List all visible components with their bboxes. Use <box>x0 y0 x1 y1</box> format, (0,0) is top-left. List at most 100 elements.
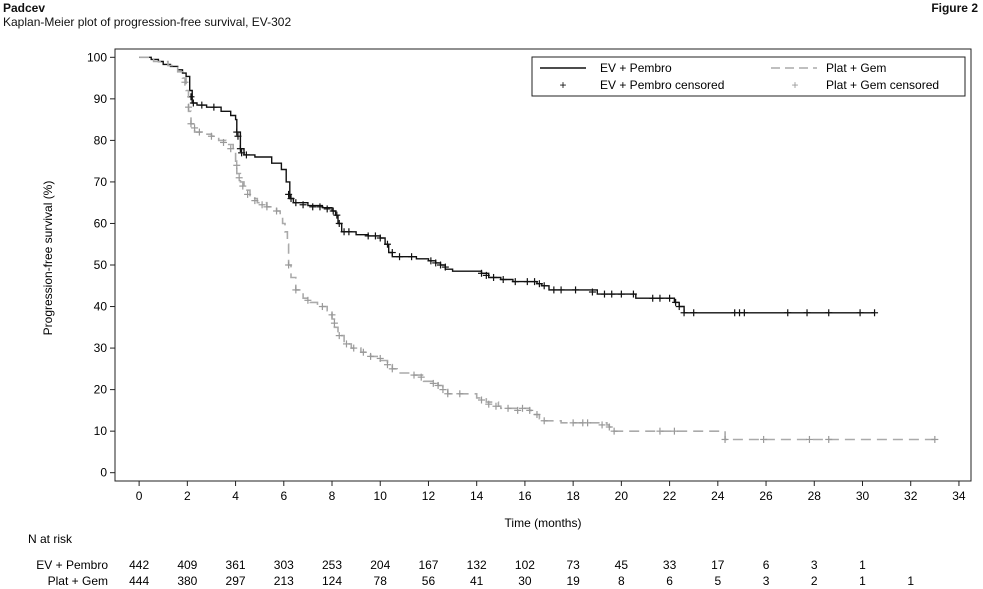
censor-mark-ev-pembro-23 <box>376 234 384 242</box>
censor-mark-ev-pembro-32 <box>478 269 486 277</box>
risk-value-r1-t0: 444 <box>129 574 149 588</box>
censor-mark-ev-pembro-17 <box>333 211 341 219</box>
censor-mark-ev-pembro-37 <box>523 278 531 286</box>
censor-mark-ev-pembro-46 <box>608 290 616 298</box>
censor-mark-ev-pembro-63 <box>871 309 879 317</box>
x-tick-label-14: 14 <box>470 489 484 503</box>
x-tick-label-2: 2 <box>184 489 191 503</box>
censor-mark-plat-gem-49 <box>598 421 606 429</box>
censor-mark-plat-gem-6 <box>220 138 228 146</box>
risk-value-r1-t32: 1 <box>907 574 914 588</box>
censor-mark-ev-pembro-43 <box>572 286 580 294</box>
censor-mark-plat-gem-26 <box>367 352 375 360</box>
risk-value-r1-t16: 30 <box>518 574 532 588</box>
risk-value-r1-t22: 6 <box>666 574 673 588</box>
risk-value-r0-t22: 33 <box>663 558 677 572</box>
censor-mark-plat-gem-44 <box>533 411 541 419</box>
censor-mark-ev-pembro-61 <box>825 309 833 317</box>
y-axis: 0 10 20 30 40 50 60 70 80 90 100 <box>87 50 115 480</box>
x-tick-label-32: 32 <box>904 489 918 503</box>
censor-mark-plat-gem-12 <box>251 197 259 205</box>
censor-mark-ev-pembro-39 <box>535 280 543 288</box>
censor-mark-plat-gem-43 <box>526 406 534 414</box>
censor-mark-plat-gem-2 <box>187 120 195 128</box>
x-tick-label-4: 4 <box>232 489 239 503</box>
legend-censor-marker-plat-gem: + <box>791 78 798 92</box>
y-tick-label-100: 100 <box>87 50 107 64</box>
risk-value-r1-t30: 1 <box>859 574 866 588</box>
x-tick-label-22: 22 <box>663 489 677 503</box>
x-tick-label-0: 0 <box>136 489 143 503</box>
censor-mark-ev-pembro-9 <box>285 190 293 198</box>
censor-mark-plat-gem-21 <box>330 319 338 327</box>
censor-mark-plat-gem-5 <box>207 132 215 140</box>
censor-mark-plat-gem-4 <box>195 128 203 136</box>
censor-mark-ev-pembro-35 <box>499 276 507 284</box>
censor-mark-plat-gem-19 <box>318 303 326 311</box>
censor-mark-plat-gem-40 <box>504 404 512 412</box>
censor-mark-ev-pembro-24 <box>383 240 391 248</box>
censor-mark-plat-gem-7 <box>227 145 235 153</box>
censor-mark-ev-pembro-27 <box>408 253 416 261</box>
censor-mark-plat-gem-58 <box>931 435 939 443</box>
censor-mark-ev-pembro-7 <box>238 149 246 157</box>
legend-censor-marker-ev-pembro: + <box>559 78 566 92</box>
censor-mark-plat-gem-39 <box>492 402 500 410</box>
censor-mark-ev-pembro-50 <box>656 294 664 302</box>
censor-mark-ev-pembro-6 <box>236 145 244 153</box>
y-tick-label-20: 20 <box>94 383 108 397</box>
risk-value-r1-t18: 19 <box>566 574 580 588</box>
y-tick-label-10: 10 <box>94 424 108 438</box>
risk-value-r0-t14: 132 <box>467 558 487 572</box>
censor-mark-ev-pembro-10 <box>287 195 295 203</box>
risk-value-r1-t26: 3 <box>763 574 770 588</box>
risk-value-r1-t4: 297 <box>226 574 246 588</box>
censor-mark-ev-pembro-36 <box>511 278 519 286</box>
censor-mark-ev-pembro-20 <box>345 228 353 236</box>
censor-mark-ev-pembro-26 <box>396 253 404 261</box>
censor-mark-ev-pembro-59 <box>784 309 792 317</box>
risk-value-r0-t6: 303 <box>274 558 294 572</box>
censor-mark-ev-pembro-38 <box>531 278 539 286</box>
censor-mark-plat-gem-57 <box>825 435 833 443</box>
x-tick-label-12: 12 <box>422 489 436 503</box>
censor-mark-plat-gem-31 <box>417 373 425 381</box>
censor-mark-ev-pembro-25 <box>388 249 396 257</box>
x-axis: 0 2 4 6 8 10 12 14 16 18 20 22 24 26 28 30 32 34 <box>136 481 966 503</box>
censor-mark-ev-pembro-47 <box>617 290 625 298</box>
drug-name: Padcev <box>3 1 46 15</box>
censor-mark-ev-pembro-51 <box>666 294 674 302</box>
censor-mark-ev-pembro-33 <box>482 271 490 279</box>
risk-row-label-ev-pembro: EV + Pembro <box>36 558 108 572</box>
km-curve-plat-gem <box>139 56 935 441</box>
censor-mark-plat-gem-38 <box>485 400 493 408</box>
censor-mark-plat-gem-55 <box>760 435 768 443</box>
chart-subtitle: Kaplan-Meier plot of progression-free su… <box>3 15 292 29</box>
risk-value-r0-t16: 102 <box>515 558 535 572</box>
legend: EV + Pembro Plat + Gem + EV + Pembro cen… <box>531 56 966 97</box>
y-tick-label-80: 80 <box>94 133 108 147</box>
legend-box <box>531 56 966 97</box>
censor-mark-ev-pembro-62 <box>856 309 864 317</box>
risk-value-r0-t26: 6 <box>763 558 770 572</box>
censor-mark-plat-gem-8 <box>233 161 241 169</box>
risk-value-r1-t28: 2 <box>811 574 818 588</box>
censor-mark-plat-gem-27 <box>376 354 384 362</box>
censor-mark-plat-gem-32 <box>429 379 437 387</box>
legend-label-ev-pembro-censored: EV + Pembro censored <box>600 78 724 92</box>
censor-mark-ev-pembro-2 <box>198 101 206 109</box>
censor-mark-ev-pembro-13 <box>309 203 317 211</box>
risk-value-r0-t24: 17 <box>711 558 725 572</box>
y-tick-label-0: 0 <box>100 466 107 480</box>
y-tick-label-90: 90 <box>94 92 108 106</box>
censor-mark-plat-gem-42 <box>519 404 527 412</box>
censor-mark-ev-pembro-16 <box>329 207 337 215</box>
censor-mark-plat-gem-23 <box>342 340 350 348</box>
censor-mark-plat-gem-34 <box>439 386 447 394</box>
censor-mark-ev-pembro-60 <box>803 309 811 317</box>
censor-mark-ev-pembro-53 <box>675 303 683 311</box>
censor-mark-ev-pembro-44 <box>588 288 596 296</box>
censor-mark-plat-gem-14 <box>263 203 271 211</box>
censor-mark-plat-gem-24 <box>350 344 358 352</box>
figure-label: Figure 2 <box>931 1 978 15</box>
